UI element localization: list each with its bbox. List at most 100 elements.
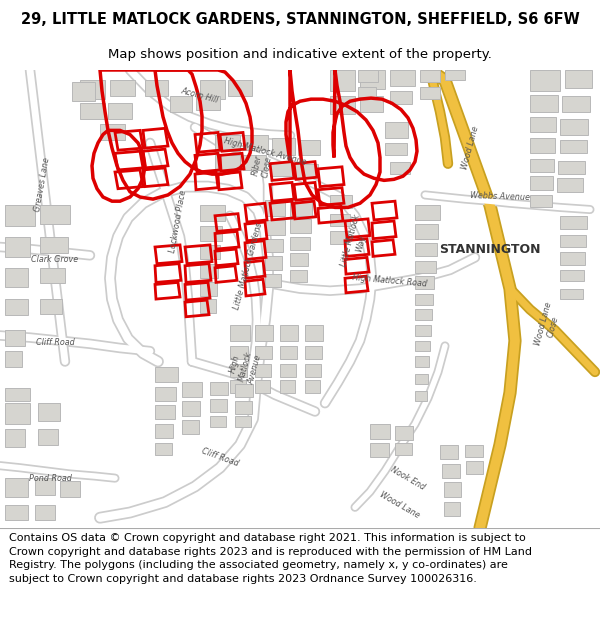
Polygon shape	[182, 420, 199, 434]
Text: Riber
Close: Riber Close	[251, 153, 274, 178]
Polygon shape	[210, 399, 227, 411]
Polygon shape	[210, 416, 226, 427]
Polygon shape	[565, 70, 592, 88]
Polygon shape	[330, 214, 350, 226]
Polygon shape	[390, 162, 410, 174]
Polygon shape	[235, 416, 251, 427]
Text: Acorn Hill: Acorn Hill	[181, 87, 220, 106]
Polygon shape	[272, 138, 295, 156]
Polygon shape	[265, 256, 282, 270]
Polygon shape	[390, 70, 415, 86]
Polygon shape	[290, 200, 312, 216]
Polygon shape	[305, 380, 320, 392]
Text: Lockwood Place: Lockwood Place	[168, 189, 188, 253]
Text: Cliff Road: Cliff Road	[35, 338, 74, 348]
Polygon shape	[5, 330, 25, 346]
Polygon shape	[358, 87, 376, 97]
Polygon shape	[290, 219, 311, 234]
Polygon shape	[255, 364, 271, 377]
Text: Contains OS data © Crown copyright and database right 2021. This information is : Contains OS data © Crown copyright and d…	[9, 533, 532, 584]
Polygon shape	[80, 103, 105, 119]
Text: Greaves Lane: Greaves Lane	[33, 157, 51, 212]
Polygon shape	[5, 403, 30, 424]
Polygon shape	[415, 224, 438, 239]
Polygon shape	[415, 243, 437, 256]
Polygon shape	[5, 505, 28, 520]
Text: STANNINGTON: STANNINGTON	[439, 242, 541, 256]
Polygon shape	[420, 87, 440, 99]
Polygon shape	[60, 481, 80, 497]
Polygon shape	[5, 299, 28, 314]
Polygon shape	[330, 195, 352, 209]
Polygon shape	[305, 325, 323, 341]
Polygon shape	[255, 380, 270, 392]
Polygon shape	[200, 282, 217, 296]
Text: Wood Lane
Close: Wood Lane Close	[533, 301, 563, 349]
Polygon shape	[40, 206, 70, 224]
Polygon shape	[280, 380, 295, 392]
Polygon shape	[5, 237, 30, 258]
Polygon shape	[155, 386, 176, 401]
Polygon shape	[385, 143, 407, 156]
Text: Wood Lane: Wood Lane	[379, 490, 422, 520]
Polygon shape	[80, 81, 105, 99]
Polygon shape	[415, 261, 436, 273]
Text: Cliff Road: Cliff Road	[200, 446, 240, 468]
Polygon shape	[370, 442, 389, 458]
Text: 29, LITTLE MATLOCK GARDENS, STANNINGTON, SHEFFIELD, S6 6FW: 29, LITTLE MATLOCK GARDENS, STANNINGTON,…	[20, 12, 580, 27]
Polygon shape	[330, 231, 348, 244]
Polygon shape	[215, 134, 240, 151]
Polygon shape	[145, 81, 168, 96]
Polygon shape	[5, 478, 28, 497]
Text: High Matlock Road: High Matlock Road	[352, 272, 428, 288]
Polygon shape	[395, 426, 413, 439]
Polygon shape	[170, 96, 192, 112]
Text: Pond Road: Pond Road	[29, 474, 71, 482]
Polygon shape	[100, 124, 125, 140]
Polygon shape	[215, 156, 240, 171]
Text: High
Matlock
Avenue: High Matlock Avenue	[227, 348, 263, 386]
Polygon shape	[444, 502, 460, 516]
Polygon shape	[200, 206, 225, 221]
Polygon shape	[415, 294, 433, 305]
Polygon shape	[466, 461, 483, 474]
Polygon shape	[385, 122, 408, 138]
Polygon shape	[530, 159, 554, 172]
Polygon shape	[38, 403, 60, 421]
Text: Nook End: Nook End	[389, 465, 427, 492]
Polygon shape	[280, 325, 298, 341]
Polygon shape	[290, 237, 310, 250]
Polygon shape	[5, 388, 30, 401]
Polygon shape	[370, 424, 390, 439]
Polygon shape	[330, 96, 355, 114]
Text: Wood Lane: Wood Lane	[460, 126, 480, 171]
Polygon shape	[110, 81, 135, 96]
Polygon shape	[560, 289, 583, 299]
Polygon shape	[255, 346, 272, 359]
Polygon shape	[155, 367, 178, 382]
Polygon shape	[440, 445, 458, 459]
Polygon shape	[280, 346, 297, 359]
Polygon shape	[530, 117, 556, 132]
Polygon shape	[230, 346, 248, 359]
Polygon shape	[200, 264, 218, 278]
Polygon shape	[445, 70, 465, 81]
Polygon shape	[560, 234, 586, 247]
Polygon shape	[5, 429, 25, 447]
Text: Clark Grove: Clark Grove	[31, 255, 79, 264]
Polygon shape	[235, 384, 253, 397]
Polygon shape	[415, 341, 430, 351]
Polygon shape	[557, 178, 583, 192]
Polygon shape	[290, 253, 308, 266]
Text: High Matlock Avenue: High Matlock Avenue	[223, 136, 307, 166]
Polygon shape	[530, 138, 555, 153]
Polygon shape	[40, 237, 68, 253]
Polygon shape	[230, 325, 250, 341]
Polygon shape	[415, 325, 431, 336]
Polygon shape	[305, 346, 322, 359]
Polygon shape	[358, 70, 378, 82]
Polygon shape	[243, 134, 268, 150]
Polygon shape	[444, 482, 461, 497]
Polygon shape	[530, 95, 558, 112]
Polygon shape	[196, 96, 220, 109]
